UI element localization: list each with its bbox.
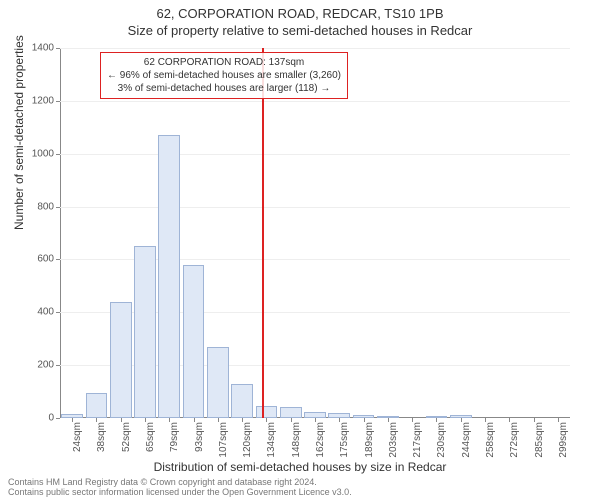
y-tick-mark: [56, 154, 60, 155]
y-tick-label: 0: [14, 413, 54, 424]
annotation-line-3: 3% of semi-detached houses are larger (1…: [107, 82, 341, 95]
y-tick-mark: [56, 259, 60, 260]
histogram-bar: [231, 384, 253, 418]
y-tick-mark: [56, 207, 60, 208]
y-tick-mark: [56, 48, 60, 49]
y-tick-label: 1200: [14, 95, 54, 106]
y-tick-mark: [56, 365, 60, 366]
y-tick-label: 600: [14, 254, 54, 265]
histogram-bar: [183, 265, 205, 418]
page-subtitle: Size of property relative to semi-detach…: [0, 21, 600, 38]
gridline: [60, 154, 570, 155]
y-axis-line: [60, 48, 61, 418]
footer-attribution: Contains HM Land Registry data © Crown c…: [8, 478, 352, 498]
histogram-bar: [256, 406, 278, 418]
y-tick-mark: [56, 312, 60, 313]
x-axis-label: Distribution of semi-detached houses by …: [0, 460, 600, 474]
gridline: [60, 101, 570, 102]
y-tick-label: 1400: [14, 43, 54, 54]
histogram-bar: [280, 407, 302, 418]
annotation-line-2: ← 96% of semi-detached houses are smalle…: [107, 69, 341, 82]
annotation-line-1: 62 CORPORATION ROAD: 137sqm: [107, 56, 341, 69]
histogram-bar: [158, 135, 180, 418]
gridline: [60, 207, 570, 208]
chart-figure: 62, CORPORATION ROAD, REDCAR, TS10 1PB S…: [0, 0, 600, 500]
histogram-bar: [86, 393, 108, 418]
property-marker-line: [262, 48, 264, 418]
histogram-bar: [207, 347, 229, 418]
annotation-box: 62 CORPORATION ROAD: 137sqm← 96% of semi…: [100, 52, 348, 99]
plot-area: 020040060080010001200140024sqm38sqm52sqm…: [60, 48, 570, 418]
page-title: 62, CORPORATION ROAD, REDCAR, TS10 1PB: [0, 0, 600, 21]
histogram-bar: [110, 302, 132, 418]
y-tick-label: 800: [14, 201, 54, 212]
y-tick-mark: [56, 418, 60, 419]
y-tick-label: 400: [14, 307, 54, 318]
y-tick-label: 1000: [14, 148, 54, 159]
footer-line-2: Contains public sector information licen…: [8, 488, 352, 498]
y-tick-label: 200: [14, 360, 54, 371]
gridline: [60, 48, 570, 49]
histogram-bar: [134, 246, 156, 418]
y-tick-mark: [56, 101, 60, 102]
